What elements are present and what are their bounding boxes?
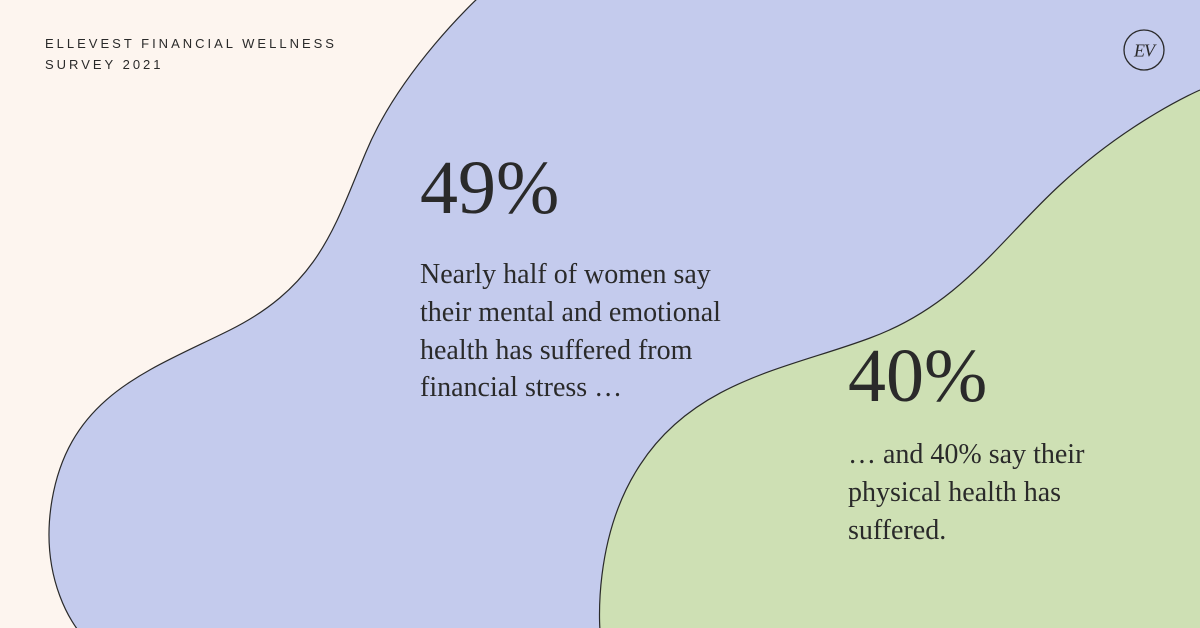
stat-mental-health-percent: 49% [420,150,750,226]
survey-title-line1: ELLEVEST FINANCIAL WELLNESS [45,34,337,55]
stat-physical-health: 40% … and 40% say their physical health … [848,338,1148,549]
stat-mental-health: 49% Nearly half of women say their menta… [420,150,750,407]
brand-logo-icon: EV [1122,28,1166,72]
stat-mental-health-body: Nearly half of women say their mental an… [420,256,750,407]
stat-physical-health-body: … and 40% say their physical health has … [848,436,1148,549]
survey-title: ELLEVEST FINANCIAL WELLNESS SURVEY 2021 [45,34,337,76]
svg-text:EV: EV [1133,41,1157,61]
stat-physical-health-percent: 40% [848,338,1148,414]
survey-title-line2: SURVEY 2021 [45,55,337,76]
infographic-canvas: ELLEVEST FINANCIAL WELLNESS SURVEY 2021 … [0,0,1200,628]
